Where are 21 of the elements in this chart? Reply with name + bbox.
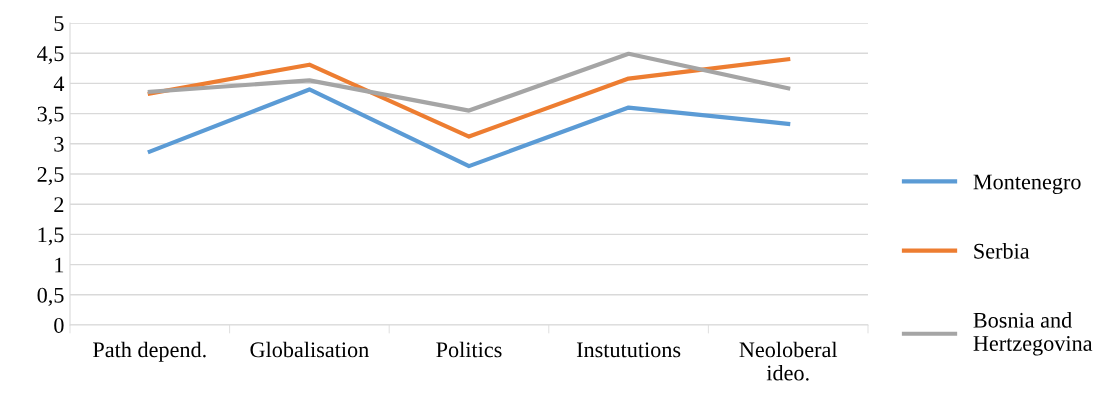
line-series (147, 87, 791, 169)
y-tick-label: 2,5 (37, 166, 64, 186)
x-tick-label: Path depend. (93, 341, 206, 362)
y-tick-label: 0,5 (37, 287, 64, 306)
line-series (147, 51, 791, 113)
y-tick-label: 1,5 (38, 227, 64, 246)
y-tick-label: 2 (54, 197, 64, 212)
legend-label: Bosnia and Hertzegovina (973, 312, 1093, 356)
y-tick-label: 0 (54, 317, 64, 333)
legend-label: Serbia (974, 243, 1030, 259)
legend-label: Montenegro (973, 174, 1081, 195)
y-tick-label: 4,5 (37, 46, 64, 65)
y-tick-label: 4 (53, 76, 65, 92)
y-tick-label: 3,5 (37, 106, 64, 125)
x-tick-label: Globalisation (250, 341, 369, 358)
y-tick-label: 3 (54, 136, 64, 152)
x-tick-label: Politics (436, 341, 502, 358)
y-tick-label: 5 (54, 16, 64, 31)
x-tick-label: Instututions (576, 342, 681, 358)
y-tick-label: 1 (55, 257, 64, 273)
x-tick-label: Neoloberal ideo. (739, 341, 838, 381)
